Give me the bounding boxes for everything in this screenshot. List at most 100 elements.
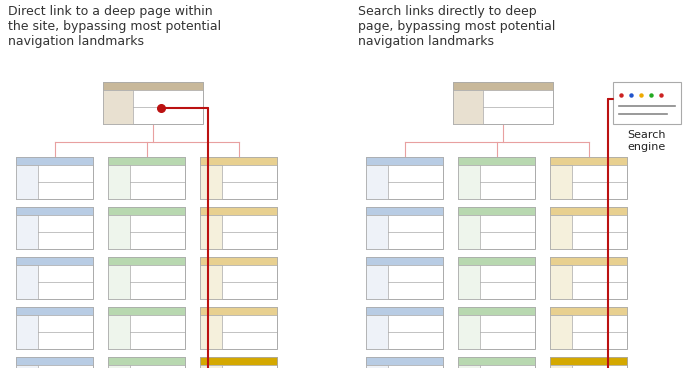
Bar [16, 257, 93, 299]
Bar [550, 165, 572, 199]
Bar [550, 257, 627, 299]
Bar [16, 307, 93, 315]
Bar [200, 157, 277, 165]
Bar [103, 82, 203, 91]
Bar [108, 365, 130, 368]
Bar [16, 315, 38, 349]
Bar [16, 157, 93, 165]
Bar [458, 157, 535, 199]
Bar [16, 365, 38, 368]
Bar [200, 365, 222, 368]
Text: Search
engine: Search engine [628, 130, 666, 152]
Bar [103, 82, 203, 124]
Bar [366, 265, 388, 299]
Text: Direct link to a deep page within
the site, bypassing most potential
navigation : Direct link to a deep page within the si… [8, 5, 221, 48]
Bar [550, 257, 627, 265]
Bar [366, 165, 388, 199]
Bar [200, 257, 277, 299]
Bar [458, 215, 480, 249]
Text: Search links directly to deep
page, bypassing most potential
navigation landmark: Search links directly to deep page, bypa… [358, 5, 555, 48]
Bar [366, 357, 443, 365]
Bar [366, 257, 443, 265]
Bar [108, 307, 185, 315]
Bar [453, 91, 483, 124]
Bar [366, 315, 388, 349]
Bar [366, 357, 443, 368]
Bar [550, 207, 627, 249]
Bar [16, 207, 93, 249]
Bar [550, 357, 627, 368]
Bar [458, 265, 480, 299]
Bar [458, 157, 535, 165]
Bar [458, 257, 535, 265]
Bar [108, 165, 130, 199]
Bar [200, 315, 222, 349]
Bar [16, 265, 38, 299]
Bar [200, 357, 277, 365]
Bar [108, 157, 185, 165]
Bar [108, 207, 185, 215]
Bar [16, 357, 93, 365]
Bar [550, 315, 572, 349]
Bar [200, 265, 222, 299]
Bar [550, 307, 627, 349]
Bar [550, 157, 627, 165]
Bar [366, 307, 443, 349]
Bar [458, 307, 535, 349]
Bar [200, 207, 277, 249]
Bar [16, 307, 93, 349]
Bar [108, 265, 130, 299]
Bar [108, 307, 185, 349]
Bar [458, 257, 535, 299]
Bar [200, 357, 277, 368]
Bar [366, 157, 443, 165]
Bar [366, 365, 388, 368]
Bar [458, 315, 480, 349]
Bar [550, 357, 627, 365]
Bar [200, 165, 222, 199]
Bar [108, 315, 130, 349]
Bar [108, 357, 185, 365]
Bar [200, 257, 277, 265]
Bar [16, 157, 93, 199]
Bar [458, 165, 480, 199]
Bar [108, 207, 185, 249]
Bar [108, 257, 185, 299]
Bar [458, 307, 535, 315]
Bar [103, 91, 133, 124]
Bar [550, 215, 572, 249]
Bar [16, 165, 38, 199]
Bar [366, 257, 443, 299]
Bar [550, 365, 572, 368]
Bar [366, 207, 443, 249]
Bar [200, 207, 277, 215]
Bar [366, 307, 443, 315]
Bar [366, 215, 388, 249]
Bar [200, 215, 222, 249]
Bar [550, 207, 627, 215]
Bar [16, 215, 38, 249]
Bar [108, 157, 185, 199]
Bar [200, 157, 277, 199]
Bar [458, 357, 535, 368]
Bar [458, 207, 535, 249]
Bar [613, 82, 681, 124]
Bar [453, 82, 553, 124]
Bar [366, 207, 443, 215]
Bar [16, 207, 93, 215]
Bar [108, 215, 130, 249]
Bar [458, 357, 535, 365]
Bar [16, 357, 93, 368]
Bar [458, 365, 480, 368]
Bar [550, 157, 627, 199]
Bar [200, 307, 277, 349]
Bar [550, 307, 627, 315]
Bar [550, 265, 572, 299]
Bar [16, 257, 93, 265]
Bar [200, 307, 277, 315]
Bar [108, 357, 185, 368]
Bar [458, 207, 535, 215]
Bar [453, 82, 553, 91]
Bar [366, 157, 443, 199]
Bar [108, 257, 185, 265]
